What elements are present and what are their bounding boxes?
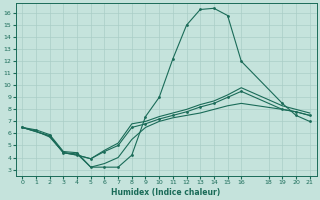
X-axis label: Humidex (Indice chaleur): Humidex (Indice chaleur) [111, 188, 221, 197]
